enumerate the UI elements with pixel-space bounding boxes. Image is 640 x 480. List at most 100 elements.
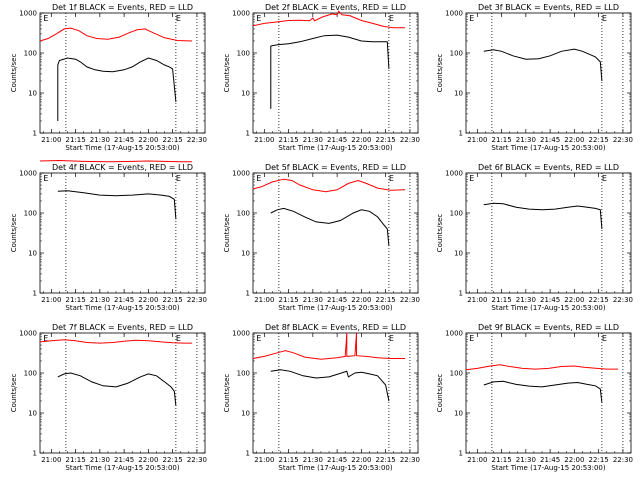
e-marker-label: E	[602, 14, 607, 23]
plot-frame	[465, 172, 632, 294]
series-line-events	[483, 202, 603, 229]
x-tick-label: 21:45	[327, 136, 347, 144]
y-tick-label: 10	[241, 90, 250, 98]
y-axis-label: Counts/sec	[223, 214, 231, 253]
chart-panel-2: Det 2f BLACK = Events, RED = LLD 1 10 100 10…	[223, 3, 420, 152]
chart-panel-9: Det 9f BLACK = Events, RED = LLD 1 10 100 10…	[436, 323, 633, 472]
y-tick-label: 10	[454, 90, 463, 98]
chart-title: Det 9f BLACK = Events, RED = LLD	[478, 323, 619, 332]
y-axis-label: Counts/sec	[223, 374, 231, 413]
x-tick-label: 22:30	[187, 456, 207, 464]
y-tick-label: 10	[454, 250, 463, 258]
chart-title: Det 7f BLACK = Events, RED = LLD	[52, 323, 193, 332]
chart-panel-5: Det 5f BLACK = Events, RED = LLD 1 10 100 10…	[223, 163, 420, 312]
x-tick-label: 21:00	[467, 136, 487, 144]
e-marker-label: E	[43, 14, 48, 23]
plot-frame	[39, 332, 206, 454]
chart-title: Det 4f BLACK = Events, RED = LLD	[52, 163, 193, 172]
e-marker-label: E	[256, 334, 261, 343]
x-tick-label: 21:30	[90, 456, 110, 464]
x-tick-label: 22:15	[376, 296, 396, 304]
series-line-lld	[252, 332, 406, 360]
y-tick-label: 1000	[445, 170, 463, 178]
x-tick-label: 22:30	[400, 136, 420, 144]
plot-frame	[465, 12, 632, 134]
x-tick-label: 21:30	[90, 296, 110, 304]
x-tick-label: 22:30	[187, 296, 207, 304]
x-tick-label: 21:45	[540, 296, 560, 304]
y-tick-label: 1	[459, 450, 463, 458]
y-tick-label: 100	[237, 50, 250, 58]
x-tick-label: 22:00	[351, 456, 371, 464]
chart-title: Det 3f BLACK = Events, RED = LLD	[478, 3, 619, 12]
x-tick-label: 21:15	[278, 296, 298, 304]
e-marker-label: E	[256, 14, 261, 23]
x-tick-label: 22:00	[138, 296, 158, 304]
y-tick-label: 1000	[232, 10, 250, 18]
y-tick-label: 1	[33, 450, 37, 458]
y-tick-label: 1	[33, 130, 37, 138]
x-tick-label: 21:30	[516, 136, 536, 144]
x-tick-label: 21:30	[303, 456, 323, 464]
x-tick-label: 21:30	[516, 456, 536, 464]
x-tick-label: 21:15	[65, 136, 85, 144]
x-tick-label: 22:00	[138, 456, 158, 464]
x-tick-label: 21:45	[540, 456, 560, 464]
plot-frame	[252, 12, 419, 134]
x-tick-label: 22:00	[564, 296, 584, 304]
x-tick-label: 21:45	[327, 456, 347, 464]
e-marker-label: E	[389, 174, 394, 183]
x-tick-label: 21:00	[467, 456, 487, 464]
y-tick-label: 1000	[445, 10, 463, 18]
x-axis-label: Start Time (17-Aug-15 20:53:00)	[278, 304, 392, 312]
x-tick-label: 21:45	[114, 456, 134, 464]
x-tick-label: 21:30	[516, 296, 536, 304]
chart-title: Det 6f BLACK = Events, RED = LLD	[478, 163, 619, 172]
y-tick-label: 10	[28, 250, 37, 258]
e-marker-label: E	[602, 174, 607, 183]
y-tick-label: 1000	[19, 10, 37, 18]
y-tick-label: 1	[246, 450, 250, 458]
y-tick-label: 1	[33, 290, 37, 298]
y-tick-label: 100	[237, 370, 250, 378]
y-tick-label: 1000	[232, 170, 250, 178]
x-tick-label: 22:00	[564, 136, 584, 144]
x-tick-label: 21:15	[65, 456, 85, 464]
x-tick-label: 21:00	[41, 136, 61, 144]
x-tick-label: 21:00	[254, 456, 274, 464]
series-line-events	[57, 190, 177, 220]
e-marker-label: E	[469, 174, 474, 183]
e-marker-label: E	[389, 14, 394, 23]
x-tick-label: 22:30	[400, 296, 420, 304]
x-tick-label: 21:00	[467, 296, 487, 304]
y-tick-label: 1000	[232, 330, 250, 338]
x-tick-label: 21:15	[491, 136, 511, 144]
chart-title: Det 5f BLACK = Events, RED = LLD	[265, 163, 406, 172]
e-marker-label: E	[176, 14, 181, 23]
chart-panel-1: Det 1f BLACK = Events, RED = LLD 1 10 100 10…	[10, 3, 207, 152]
x-tick-label: 22:15	[376, 456, 396, 464]
series-line-events	[270, 207, 390, 247]
series-line-lld	[252, 178, 406, 193]
x-tick-label: 21:15	[278, 456, 298, 464]
series-line-events	[270, 34, 390, 109]
x-tick-label: 21:45	[114, 136, 134, 144]
chart-panel-4: Det 4f BLACK = Events, RED = LLD 1 10 100 10…	[10, 159, 207, 312]
y-tick-label: 1	[459, 290, 463, 298]
x-tick-label: 21:45	[540, 136, 560, 144]
plot-frame	[39, 172, 206, 294]
chart-panel-7: Det 7f BLACK = Events, RED = LLD 1 10 100 10…	[10, 323, 207, 472]
x-tick-label: 22:00	[351, 296, 371, 304]
e-marker-label: E	[389, 334, 394, 343]
x-tick-label: 22:30	[613, 456, 633, 464]
x-tick-label: 21:15	[65, 296, 85, 304]
x-tick-label: 22:00	[351, 136, 371, 144]
x-tick-label: 21:15	[278, 136, 298, 144]
series-line-events	[483, 48, 603, 82]
x-tick-label: 22:30	[613, 296, 633, 304]
series-line-lld	[39, 159, 193, 163]
x-axis-label: Start Time (17-Aug-15 20:53:00)	[278, 464, 392, 472]
y-axis-label: Counts/sec	[10, 214, 18, 253]
e-marker-label: E	[43, 174, 48, 183]
